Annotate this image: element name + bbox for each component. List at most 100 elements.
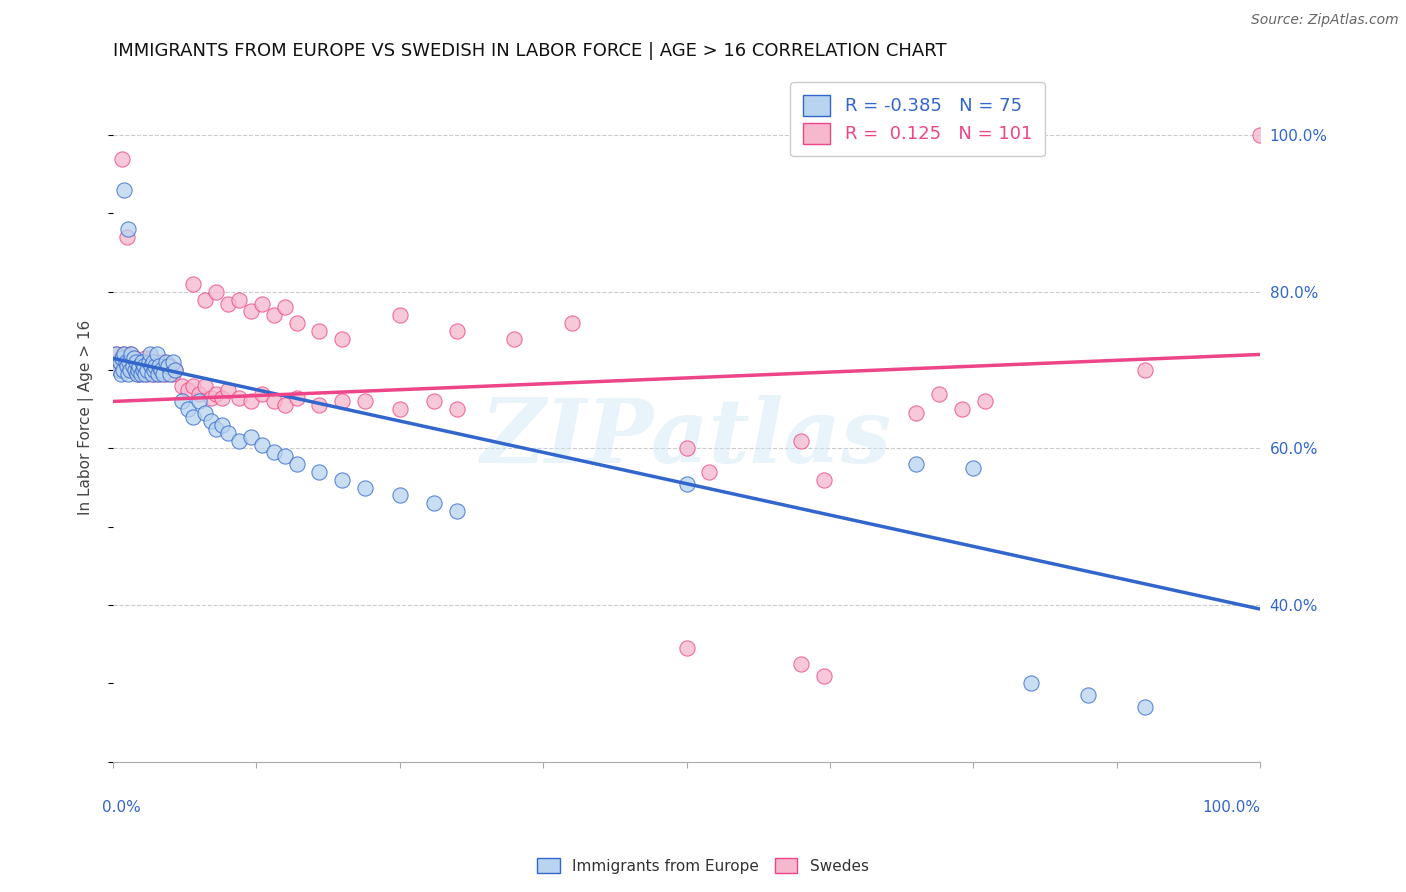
Point	[152, 367, 174, 381]
Point	[118, 355, 141, 369]
Legend: Immigrants from Europe, Swedes: Immigrants from Europe, Swedes	[531, 852, 875, 880]
Point	[228, 391, 250, 405]
Point	[108, 355, 131, 369]
Point	[211, 391, 233, 405]
Point	[1135, 363, 1157, 377]
Point	[962, 461, 984, 475]
Point	[131, 359, 153, 374]
Point	[139, 359, 162, 374]
Point	[285, 316, 308, 330]
Point	[114, 183, 136, 197]
Point	[138, 347, 160, 361]
Point	[145, 359, 167, 374]
Point	[159, 359, 181, 374]
Point	[194, 406, 217, 420]
Point	[110, 351, 132, 366]
Point	[813, 473, 835, 487]
Point	[181, 410, 204, 425]
Point	[388, 402, 411, 417]
Point	[150, 363, 173, 377]
Point	[217, 425, 239, 440]
Point	[181, 378, 204, 392]
Point	[211, 417, 233, 432]
Point	[205, 285, 228, 299]
Point	[127, 363, 149, 377]
Point	[107, 355, 129, 369]
Point	[332, 332, 354, 346]
Point	[188, 394, 211, 409]
Point	[145, 347, 167, 361]
Point	[332, 473, 354, 487]
Point	[112, 347, 135, 361]
Point	[274, 450, 297, 464]
Point	[148, 367, 170, 381]
Point	[129, 367, 152, 381]
Point	[141, 367, 163, 381]
Point	[176, 383, 198, 397]
Point	[120, 363, 142, 377]
Point	[446, 504, 468, 518]
Point	[1077, 688, 1099, 702]
Point	[115, 351, 138, 366]
Point	[152, 355, 174, 369]
Point	[121, 359, 143, 374]
Point	[790, 657, 813, 671]
Point	[188, 386, 211, 401]
Point	[205, 422, 228, 436]
Point	[142, 355, 165, 369]
Point	[145, 355, 167, 369]
Point	[148, 359, 170, 374]
Point	[217, 296, 239, 310]
Point	[136, 363, 159, 377]
Point	[217, 383, 239, 397]
Text: Source: ZipAtlas.com: Source: ZipAtlas.com	[1251, 13, 1399, 28]
Point	[162, 367, 184, 381]
Point	[128, 359, 150, 374]
Point	[115, 359, 138, 374]
Point	[121, 359, 143, 374]
Point	[111, 359, 134, 374]
Point	[170, 394, 193, 409]
Point	[308, 398, 330, 412]
Point	[228, 293, 250, 307]
Point	[423, 394, 446, 409]
Point	[146, 363, 169, 377]
Point	[135, 359, 157, 374]
Point	[675, 442, 697, 456]
Point	[928, 386, 950, 401]
Point	[157, 359, 180, 374]
Point	[239, 304, 262, 318]
Point	[354, 481, 377, 495]
Point	[132, 363, 155, 377]
Point	[274, 301, 297, 315]
Point	[790, 434, 813, 448]
Point	[111, 152, 134, 166]
Point	[155, 355, 177, 369]
Point	[124, 363, 146, 377]
Point	[143, 363, 166, 377]
Point	[138, 355, 160, 369]
Point	[200, 391, 222, 405]
Point	[145, 359, 167, 374]
Point	[122, 351, 145, 366]
Point	[111, 351, 134, 366]
Point	[250, 296, 273, 310]
Point	[308, 324, 330, 338]
Point	[141, 363, 163, 377]
Point	[250, 386, 273, 401]
Point	[699, 465, 721, 479]
Text: ZIPatlas: ZIPatlas	[481, 394, 891, 481]
Point	[114, 355, 136, 369]
Point	[127, 367, 149, 381]
Point	[134, 351, 156, 366]
Point	[675, 641, 697, 656]
Point	[950, 402, 973, 417]
Point	[134, 367, 156, 381]
Point	[155, 367, 177, 381]
Point	[124, 363, 146, 377]
Point	[194, 293, 217, 307]
Point	[127, 367, 149, 381]
Point	[176, 402, 198, 417]
Point	[146, 367, 169, 381]
Point	[239, 394, 262, 409]
